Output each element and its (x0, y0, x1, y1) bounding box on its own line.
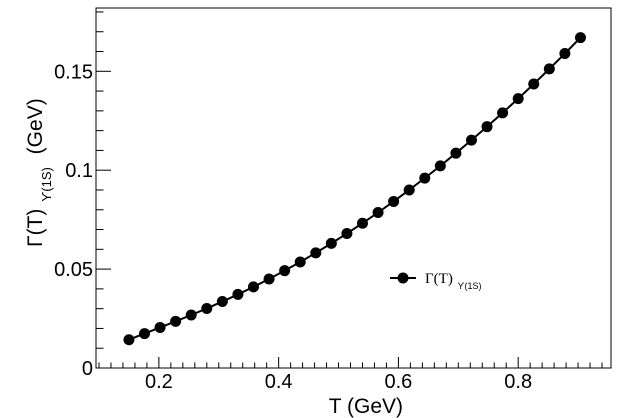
data-point (419, 172, 431, 184)
data-point (403, 184, 415, 196)
data-point (528, 78, 540, 90)
data-point (341, 227, 353, 239)
legend-label: Γ(T) ϒ(1S) (425, 271, 482, 291)
data-point (512, 93, 524, 105)
legend-label-main: Γ(T) (425, 271, 453, 287)
data-point (154, 321, 166, 333)
plot-frame (95, 7, 612, 369)
y-tick-label: 0.05 (54, 259, 93, 281)
data-series (123, 32, 586, 346)
y-axis-title-unit: (GeV) (24, 98, 47, 154)
data-point (450, 147, 462, 159)
y-axis-title-sub: ϒ(1S) (39, 167, 54, 202)
data-point (310, 247, 322, 259)
data-point (279, 265, 291, 277)
y-tick-label: 0 (82, 358, 93, 380)
data-point (574, 32, 586, 44)
data-point (388, 195, 400, 207)
data-point (559, 47, 571, 59)
data-point (497, 107, 509, 119)
data-point (294, 256, 306, 268)
data-point (232, 288, 244, 300)
data-point (325, 237, 337, 249)
svg-text:Γ(T) ϒ(1S) (GeV): Γ(T) ϒ(1S) (GeV) (24, 98, 56, 247)
legend-marker (397, 272, 409, 284)
data-point (185, 309, 197, 321)
data-point (170, 315, 182, 327)
data-point (543, 63, 555, 75)
y-tick-label: 0.15 (54, 61, 93, 83)
data-point (216, 296, 228, 308)
data-point (372, 207, 384, 219)
data-point (139, 328, 151, 340)
data-point (465, 134, 477, 146)
y-axis-title-main: Γ(T) (24, 209, 47, 247)
y-axis-title: Γ(T) ϒ(1S) (GeV) (24, 98, 56, 247)
data-point (123, 334, 135, 346)
legend-label-sub: ϒ(1S) (458, 281, 482, 291)
data-point (201, 302, 213, 314)
x-axis-title: T (GeV) (329, 395, 403, 418)
data-point (247, 281, 259, 293)
tick-labels: 0.2 0.4 0.6 0.8 0 0.05 0.1 0.15 (54, 61, 532, 393)
data-point (263, 273, 275, 285)
x-tick-label: 0.4 (265, 371, 293, 393)
data-point (356, 217, 368, 229)
axis-ticks (96, 11, 603, 369)
x-tick-label: 0.6 (385, 371, 413, 393)
y-tick-label: 0.1 (65, 160, 93, 182)
data-point (481, 121, 493, 133)
x-tick-label: 0.2 (145, 371, 173, 393)
series-line (128, 36, 582, 341)
x-tick-label: 0.8 (504, 371, 532, 393)
legend: Γ(T) ϒ(1S) (390, 271, 482, 291)
data-point (434, 160, 446, 172)
